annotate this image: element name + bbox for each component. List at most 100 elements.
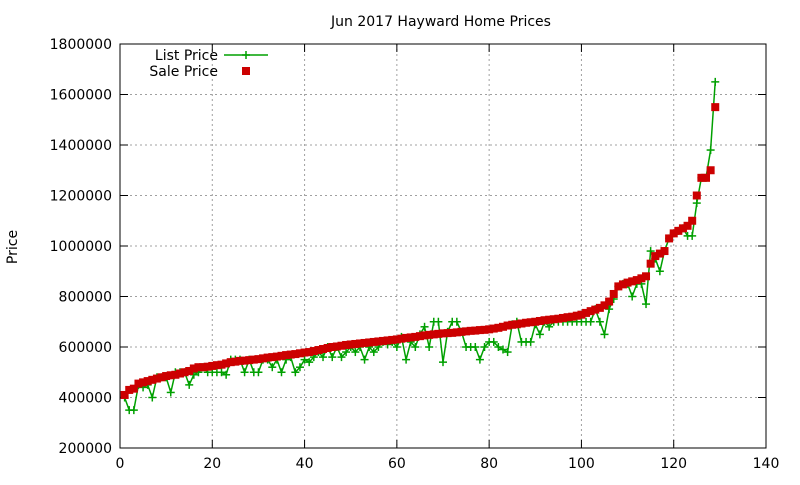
sale-price-point (572, 311, 581, 320)
sale-price-point (199, 363, 208, 372)
sale-price-point (678, 224, 687, 233)
sale-price-point (245, 356, 254, 365)
sale-price-point (180, 368, 189, 377)
sale-price-point (531, 317, 540, 326)
sale-price-point (286, 350, 295, 359)
list-price-point (711, 77, 720, 86)
list-price-point (642, 300, 651, 309)
list-price-point (240, 368, 249, 377)
sale-price-point (485, 325, 494, 334)
sale-price-point (185, 366, 194, 375)
sale-price-point (618, 280, 627, 289)
sale-price-point (379, 336, 388, 345)
list-price-point (475, 355, 484, 364)
grid-layer (120, 44, 766, 448)
y-tick-label: 400000 (59, 391, 112, 407)
sale-price-point (642, 272, 651, 281)
sale-price-point (512, 320, 521, 329)
list-price-point (688, 231, 697, 240)
sale-price-point (480, 325, 489, 334)
legend: List Price Sale Price (149, 48, 268, 80)
sale-price-point (328, 343, 337, 351)
legend-marker-list-price (242, 51, 250, 59)
sale-price-point (346, 340, 355, 349)
x-tick-label: 20 (203, 456, 221, 472)
sale-price-point (337, 341, 346, 350)
sale-price-point (563, 313, 572, 322)
y-axis-label: Price (5, 230, 21, 264)
sale-price-point (443, 329, 452, 338)
sale-price-point (194, 363, 203, 372)
sale-price-point (549, 315, 558, 324)
list-price-point (291, 368, 300, 377)
sale-price-point (342, 340, 351, 349)
sale-price-point (503, 321, 512, 330)
sale-price-point (628, 277, 637, 286)
list-price-point (129, 406, 138, 415)
sale-price-point (558, 313, 567, 322)
tick-layer: 200000 400000 600000 800000 1000000 1200000 14… (50, 37, 780, 472)
sale-price-point (582, 308, 591, 317)
list-price-point (342, 348, 351, 357)
sale-price-point (226, 358, 235, 367)
sale-price-point (277, 351, 286, 360)
sale-price-point (586, 307, 595, 316)
x-tick-label: 100 (568, 456, 595, 472)
list-price-point (337, 353, 346, 362)
sale-price-point (319, 345, 328, 354)
sale-price-point (522, 318, 531, 327)
list-price-point (425, 343, 434, 351)
sale-price-point (646, 259, 655, 268)
sale-price-point (125, 385, 134, 394)
sale-price-point (471, 326, 480, 335)
sale-price-point (175, 369, 184, 378)
legend-label-list-price: List Price (155, 48, 218, 64)
list-price-point (545, 322, 554, 331)
sale-price-point (360, 338, 369, 347)
list-price-point (300, 355, 309, 364)
sale-price-point (637, 274, 646, 283)
sale-price-point (434, 329, 443, 338)
sale-price-point (323, 344, 332, 353)
sale-price-point (143, 377, 152, 386)
list-price-point (655, 267, 664, 276)
sale-price-point (669, 229, 678, 238)
sale-price-point (498, 322, 507, 331)
sale-price-point (425, 330, 434, 339)
sale-price-point (439, 329, 447, 338)
plot-frame (119, 43, 767, 449)
sale-price-point (688, 216, 697, 225)
list-price-point (185, 380, 194, 389)
sale-price-point (605, 297, 614, 306)
y-tick-label: 1600000 (50, 88, 112, 104)
list-price-point (489, 337, 498, 346)
sale-price-point (309, 347, 318, 356)
sale-price-point (462, 327, 471, 336)
sale-price-point (254, 355, 263, 364)
list-price-point (498, 345, 507, 354)
sale-price-point (706, 166, 715, 175)
list-price-point (148, 393, 157, 402)
sale-price-point (249, 355, 258, 364)
sale-price-point (152, 374, 161, 383)
sale-price-point (263, 353, 272, 362)
sale-price-point (577, 310, 586, 319)
sale-price-point (554, 314, 563, 323)
sale-price-point (517, 319, 526, 328)
sale-price-point (171, 370, 180, 379)
x-tick-label: 60 (388, 456, 406, 472)
sale-price-point (494, 323, 503, 332)
sale-price-point (600, 301, 609, 310)
list-price-point (392, 343, 401, 351)
list-price-point (217, 368, 226, 377)
sale-price-point (374, 337, 383, 346)
list-price-point (503, 348, 512, 357)
sale-price-point (305, 348, 314, 357)
list-price-point (420, 322, 429, 331)
sale-price-point (240, 356, 249, 365)
sale-price-point (314, 346, 323, 355)
sale-price-point (665, 234, 674, 243)
list-price-point (439, 358, 447, 367)
sale-price-point (702, 173, 711, 182)
sale-price-point (397, 334, 406, 343)
